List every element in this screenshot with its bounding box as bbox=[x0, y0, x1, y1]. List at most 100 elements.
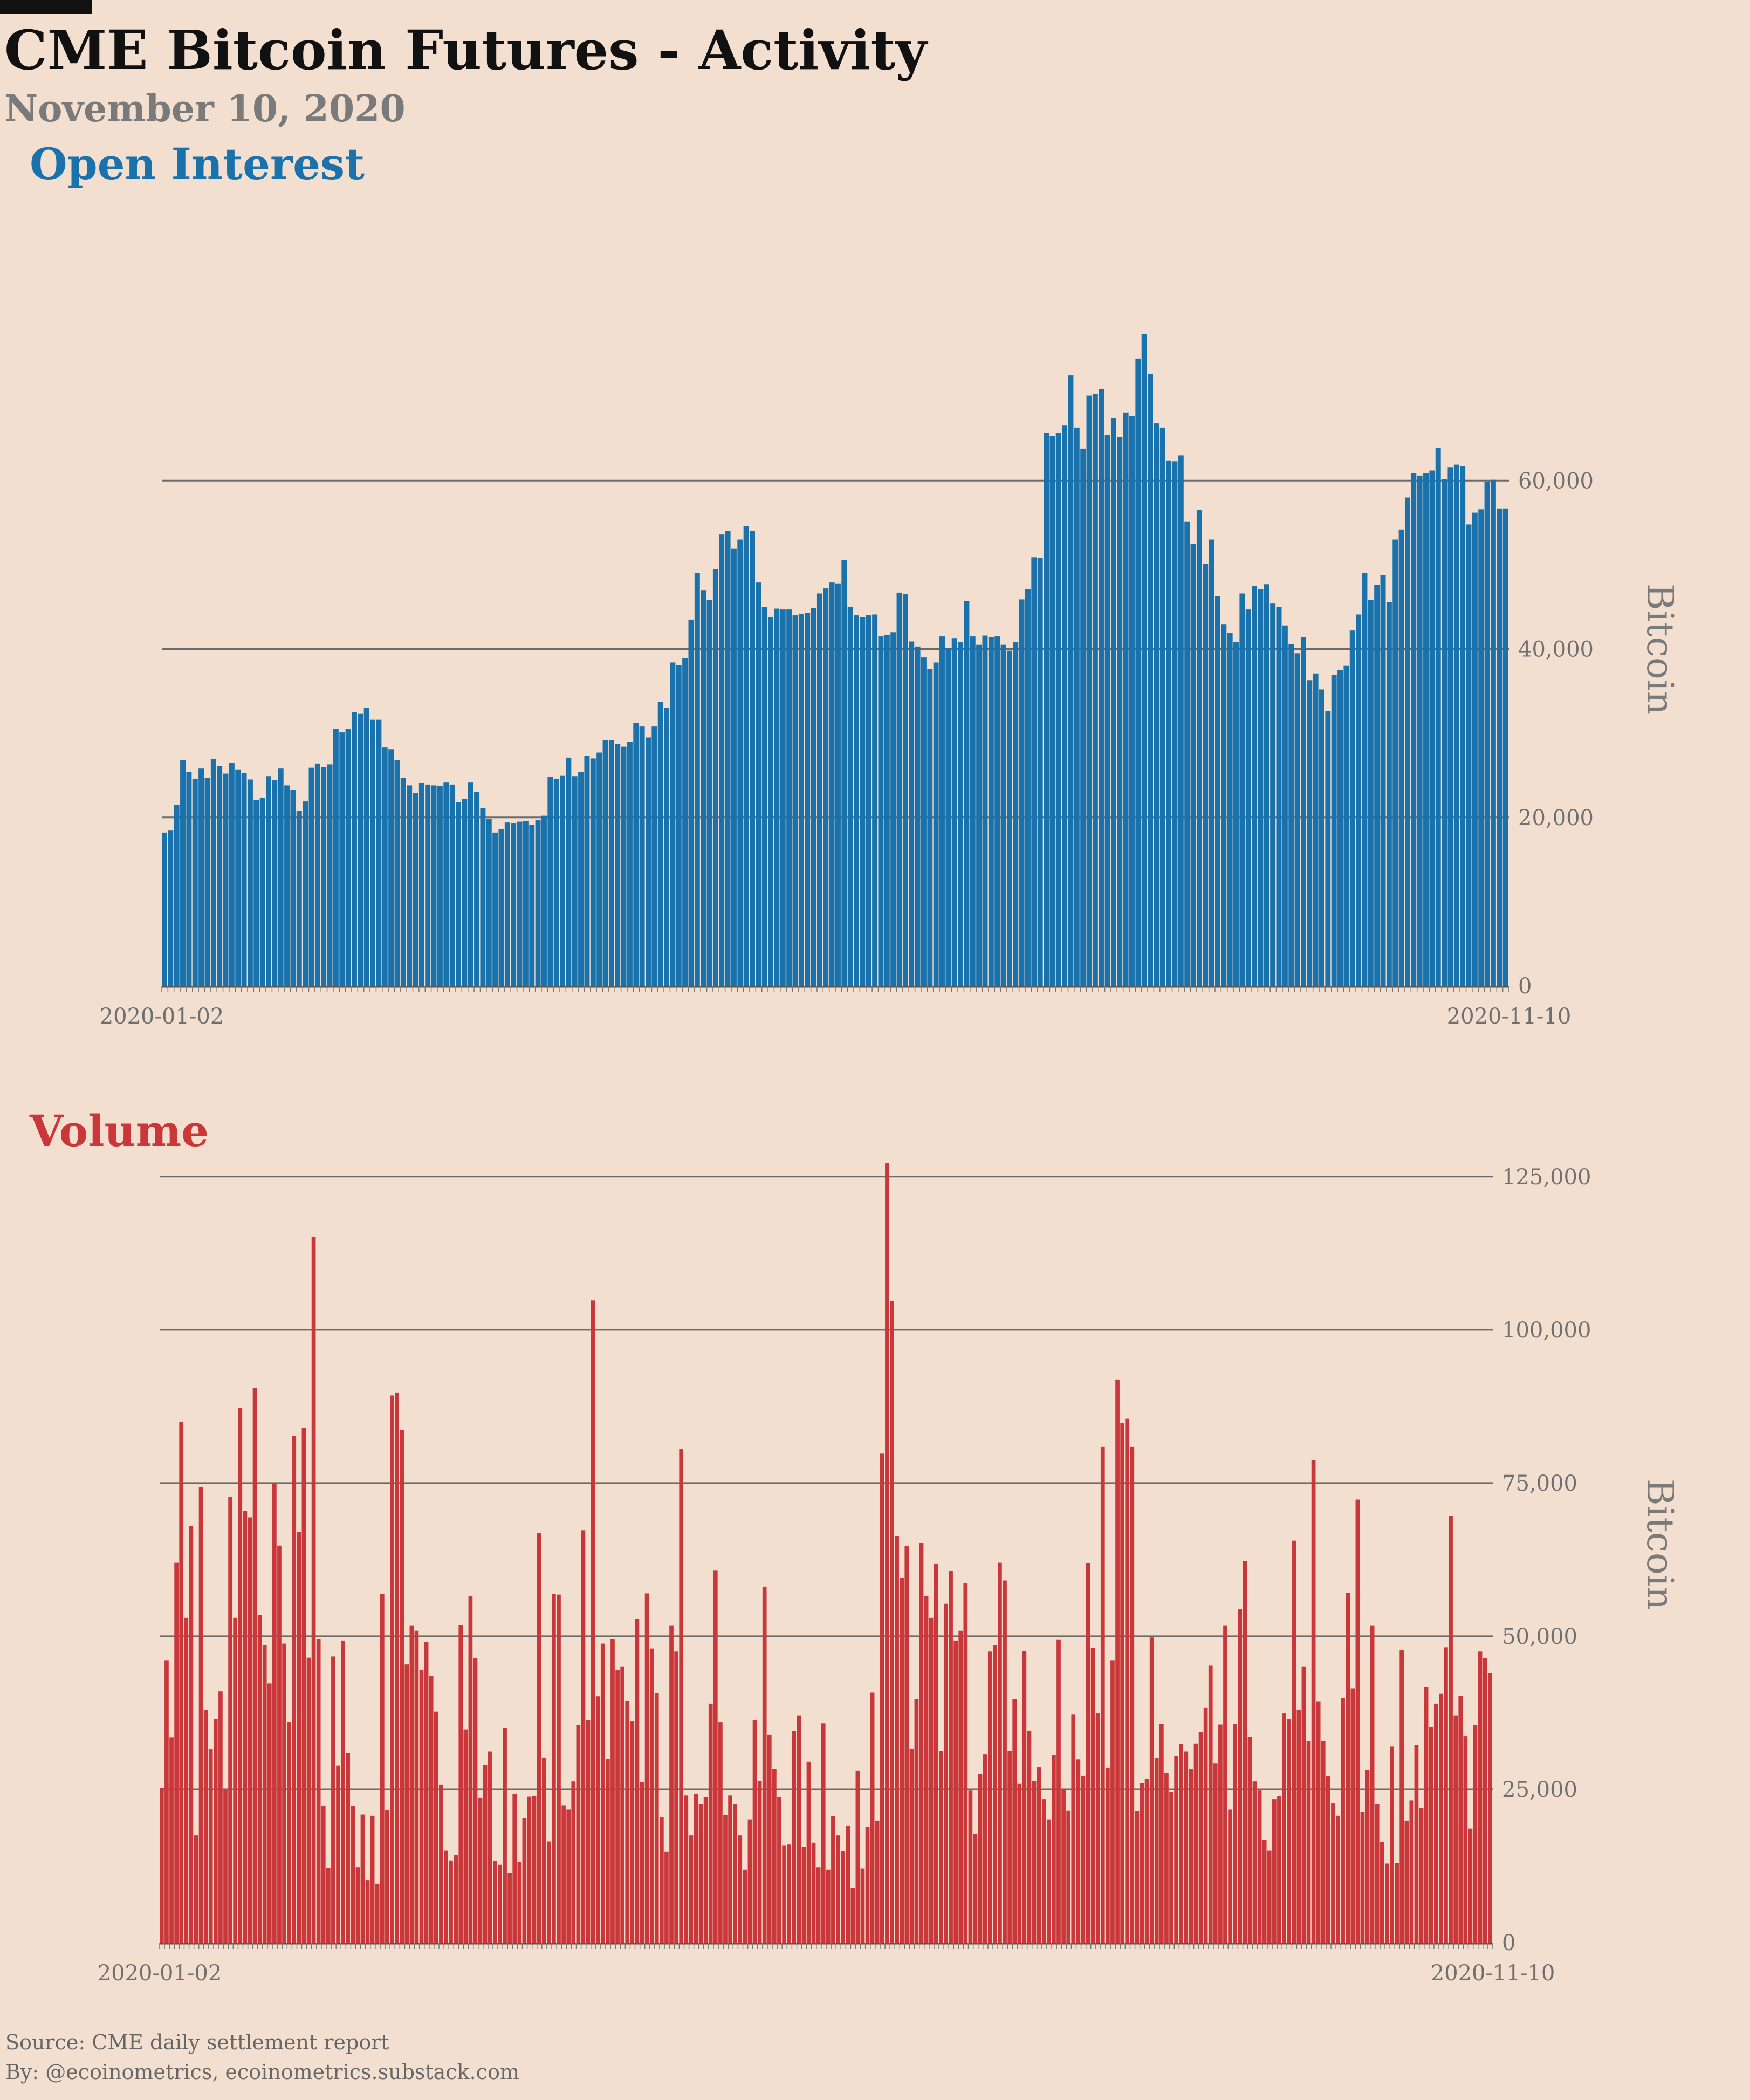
volume-bar bbox=[1247, 1737, 1252, 1943]
volume-bar bbox=[1409, 1800, 1414, 1943]
volume-bar bbox=[1380, 1842, 1384, 1943]
volume-bar bbox=[669, 1625, 674, 1943]
volume-x-ticks: 2020-01-02 2020-11-10 bbox=[98, 1943, 1555, 1986]
open-interest-bar bbox=[327, 764, 333, 986]
open-interest-bar bbox=[841, 560, 847, 986]
open-interest-bar bbox=[731, 548, 737, 986]
volume-bar bbox=[841, 1851, 845, 1943]
volume-bar bbox=[1483, 1658, 1487, 1943]
open-interest-bar bbox=[339, 732, 345, 986]
open-interest-bar bbox=[425, 784, 431, 986]
volume-bar bbox=[424, 1642, 429, 1943]
volume-bar bbox=[1395, 1863, 1399, 1943]
open-interest-bar bbox=[1025, 589, 1031, 986]
volume-bar bbox=[1463, 1736, 1468, 1943]
open-interest-bar bbox=[547, 777, 553, 986]
open-interest-bar bbox=[1282, 625, 1288, 986]
open-interest-bar bbox=[572, 776, 578, 986]
volume-bar bbox=[1478, 1651, 1483, 1943]
volume-bar bbox=[409, 1625, 414, 1943]
open-interest-bar bbox=[162, 832, 167, 986]
volume-bar bbox=[1321, 1741, 1326, 1943]
volume-bar bbox=[1439, 1693, 1443, 1943]
open-interest-bar bbox=[1502, 508, 1508, 986]
volume-bar bbox=[1282, 1713, 1286, 1943]
volume-bar bbox=[1218, 1724, 1223, 1943]
volume-bar bbox=[360, 1814, 365, 1943]
open-interest-bar bbox=[1447, 467, 1453, 986]
footer-source: Source: CME daily settlement report bbox=[5, 2030, 389, 2054]
open-interest-bar bbox=[1031, 557, 1037, 986]
open-interest-bar bbox=[627, 742, 633, 986]
volume-bar bbox=[557, 1594, 561, 1943]
volume-bar bbox=[890, 1301, 894, 1943]
open-interest-x-tick-label: 2020-01-02 bbox=[100, 1004, 224, 1029]
volume-y-tick-label: 125,000 bbox=[1502, 1165, 1591, 1190]
page-date: November 10, 2020 bbox=[4, 87, 406, 131]
volume-bar bbox=[767, 1734, 772, 1943]
volume-bar bbox=[801, 1847, 806, 1943]
volume-bar bbox=[900, 1577, 904, 1943]
volume-bar bbox=[1203, 1707, 1208, 1943]
open-interest-bar bbox=[259, 798, 265, 986]
open-interest-bar bbox=[780, 609, 786, 986]
open-interest-bar bbox=[1417, 475, 1423, 986]
open-interest-bar bbox=[1264, 584, 1269, 986]
volume-bar bbox=[380, 1594, 385, 1943]
volume-bar bbox=[301, 1428, 306, 1943]
open-interest-bar bbox=[1239, 593, 1245, 986]
open-interest-bar bbox=[394, 760, 400, 986]
volume-bar bbox=[169, 1737, 174, 1943]
volume-bar bbox=[336, 1765, 340, 1943]
open-interest-bar bbox=[1276, 607, 1282, 986]
volume-bar bbox=[341, 1640, 345, 1943]
open-interest-bar bbox=[1080, 448, 1086, 986]
open-interest-bar bbox=[407, 785, 413, 986]
volume-bar bbox=[208, 1749, 213, 1943]
open-interest-bar bbox=[449, 784, 455, 986]
volume-bar bbox=[326, 1868, 331, 1943]
open-interest-bar bbox=[701, 590, 706, 986]
volume-bar bbox=[733, 1804, 738, 1943]
open-interest-bar bbox=[915, 646, 921, 986]
open-interest-bar bbox=[982, 635, 988, 986]
volume-bar bbox=[816, 1867, 821, 1943]
open-interest-bar bbox=[1154, 423, 1159, 986]
open-interest-bar bbox=[939, 636, 945, 986]
open-interest-bar bbox=[1013, 642, 1019, 986]
open-interest-bar bbox=[180, 760, 186, 986]
volume-bar bbox=[198, 1487, 203, 1943]
volume-bar bbox=[610, 1639, 615, 1943]
open-interest-bar bbox=[1313, 673, 1319, 986]
volume-bar bbox=[1041, 1799, 1046, 1943]
open-interest-bar bbox=[217, 766, 223, 986]
open-interest-bar bbox=[719, 534, 725, 986]
volume-bar bbox=[757, 1781, 762, 1943]
open-interest-bar bbox=[670, 662, 676, 986]
volume-bar bbox=[1046, 1819, 1051, 1943]
volume-bar bbox=[1076, 1759, 1081, 1943]
volume-bar bbox=[375, 1883, 380, 1943]
volume-bar bbox=[1287, 1719, 1291, 1943]
open-interest-bar bbox=[994, 636, 1000, 986]
volume-bar bbox=[826, 1869, 831, 1943]
volume-bar bbox=[257, 1615, 262, 1943]
volume-bar bbox=[1238, 1609, 1243, 1943]
volume-bar bbox=[1012, 1699, 1017, 1943]
volume-bar bbox=[1159, 1724, 1164, 1943]
volume-bar bbox=[233, 1617, 238, 1943]
open-interest-bar bbox=[363, 708, 369, 986]
open-interest-bar bbox=[860, 617, 866, 986]
open-interest-bar bbox=[388, 749, 394, 986]
open-interest-bar bbox=[1374, 585, 1380, 986]
volume-bar bbox=[331, 1656, 335, 1943]
volume-bar bbox=[306, 1657, 311, 1943]
open-interest-bar bbox=[584, 756, 590, 986]
volume-title: Volume bbox=[29, 1106, 209, 1156]
open-interest-bar bbox=[1172, 461, 1178, 986]
volume-bar bbox=[914, 1699, 919, 1943]
volume-bar bbox=[870, 1692, 875, 1943]
open-interest-bar bbox=[1325, 711, 1331, 986]
volume-bar bbox=[400, 1430, 404, 1943]
volume-bar bbox=[968, 1790, 973, 1943]
